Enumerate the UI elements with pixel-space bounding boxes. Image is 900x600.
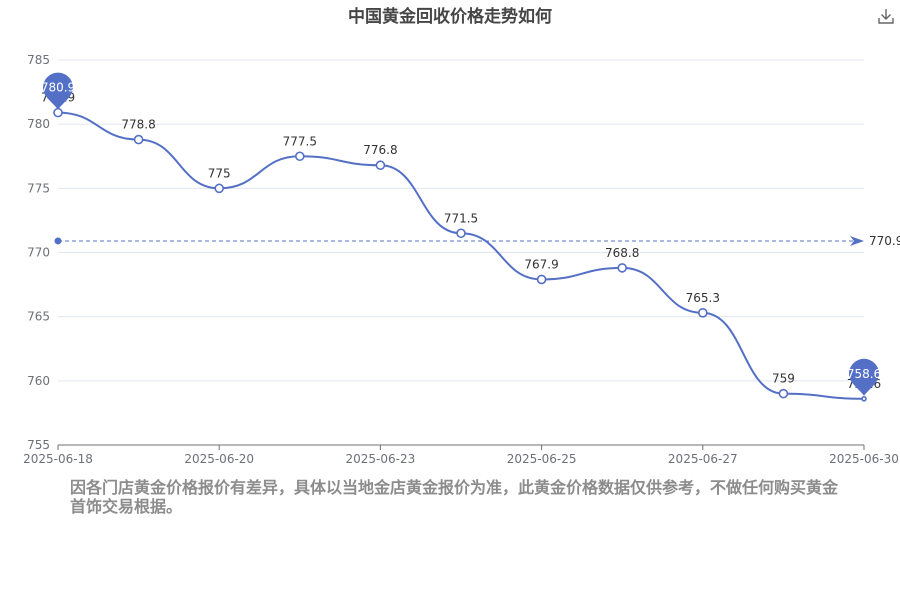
data-point <box>861 395 867 402</box>
data-label: 765.3 <box>686 291 720 305</box>
series-line <box>57 111 865 400</box>
data-point <box>536 274 547 285</box>
data-label: 759 <box>772 372 795 386</box>
data-point <box>53 107 63 118</box>
x-tick-label: 2025-06-23 <box>346 452 416 466</box>
x-tick-label: 2025-06-30 <box>829 452 899 466</box>
y-tick-label: 755 <box>27 438 50 452</box>
x-tick-label: 2025-06-27 <box>668 452 738 466</box>
line-chart: 755 760 765 770 775 780 785 2025-06-18 2025-06-2… <box>23 53 900 466</box>
data-label: 775 <box>208 166 231 180</box>
data-label: 776.8 <box>363 143 397 157</box>
footnote: 因各门店黄金价格报价有差异，具体以当地金店黄金报价为准，此黄金价格数据仅供参考，… <box>70 478 839 516</box>
data-label: 768.8 <box>605 246 639 260</box>
data-point <box>133 134 144 145</box>
data-point <box>375 160 386 171</box>
y-tick-label: 760 <box>27 374 50 388</box>
y-tick-label: 765 <box>27 310 50 324</box>
mark-pin-label-max: 780.9 <box>41 81 75 95</box>
data-point <box>697 308 708 318</box>
mark-pin-max <box>43 72 73 110</box>
data-point <box>778 388 789 399</box>
y-tick-label: 775 <box>27 181 50 195</box>
mark-pin-min <box>849 358 879 396</box>
average-line-label: 770.9 <box>869 234 900 248</box>
data-point <box>214 183 224 194</box>
data-point <box>294 151 305 162</box>
y-tick-label: 780 <box>27 117 50 131</box>
data-label: 777.5 <box>283 134 317 148</box>
x-tick-label: 2025-06-25 <box>507 452 577 466</box>
data-label: 771.5 <box>444 211 478 225</box>
y-tick-label: 770 <box>27 246 50 260</box>
average-line-start <box>54 237 62 245</box>
x-tick-label: 2025-06-20 <box>184 452 254 466</box>
average-line-arrow <box>850 235 864 246</box>
x-tick-label: 2025-06-18 <box>23 452 93 466</box>
chart-title: 中国黄金回收价格走势如何 <box>348 7 552 27</box>
data-label: 778.8 <box>121 118 155 132</box>
data-point <box>456 228 466 239</box>
data-label: 767.9 <box>524 257 558 271</box>
mark-pin-label-min: 758.6 <box>847 367 881 381</box>
download-icon[interactable] <box>876 6 896 26</box>
data-point <box>617 263 628 273</box>
y-tick-label: 785 <box>27 53 50 67</box>
